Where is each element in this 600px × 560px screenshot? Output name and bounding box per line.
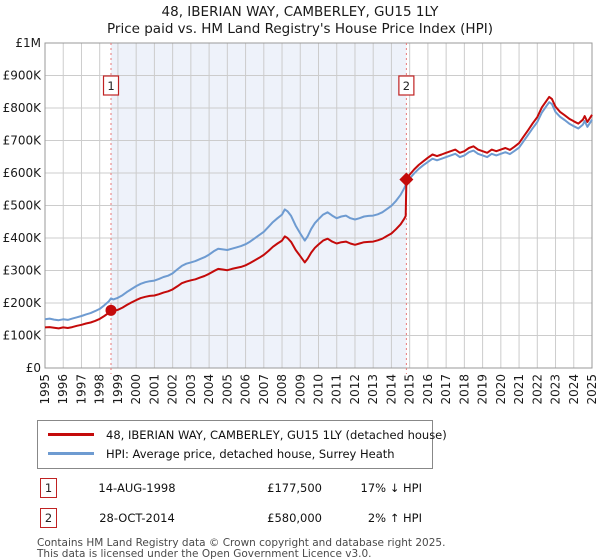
svg-text:£800K: £800K: [3, 101, 43, 115]
svg-text:2007: 2007: [257, 374, 271, 405]
sale-1-price: £177,500: [267, 481, 322, 495]
sale-1-vs-hpi: 17% ↓ HPI: [360, 481, 422, 495]
page-subtitle: Price paid vs. HM Land Registry's House …: [107, 21, 493, 37]
hpi-line-swatch: [48, 452, 94, 455]
svg-text:£500K: £500K: [3, 199, 43, 213]
chart-header: 48, IBERIAN WAY, CAMBERLEY, GU15 1LY Pri…: [0, 0, 600, 38]
footer-line-2: This data is licensed under the Open Gov…: [37, 548, 372, 560]
svg-text:2004: 2004: [202, 374, 216, 405]
legend-label-hpi: HPI: Average price, detached house, Surr…: [106, 446, 395, 461]
svg-text:£200K: £200K: [3, 296, 43, 310]
svg-text:£900K: £900K: [3, 69, 43, 83]
svg-text:1995: 1995: [38, 374, 52, 405]
page-title: 48, IBERIAN WAY, CAMBERLEY, GU15 1LY: [161, 4, 439, 20]
svg-text:2010: 2010: [312, 374, 326, 405]
svg-text:2022: 2022: [530, 374, 544, 405]
svg-text:2003: 2003: [184, 374, 198, 405]
svg-text:2019: 2019: [476, 374, 490, 405]
svg-text:2016: 2016: [421, 374, 435, 405]
svg-text:£400K: £400K: [3, 231, 43, 245]
svg-text:2008: 2008: [275, 374, 289, 405]
legend-label-property: 48, IBERIAN WAY, CAMBERLEY, GU15 1LY (de…: [106, 427, 447, 442]
svg-text:2: 2: [403, 79, 410, 93]
svg-text:1999: 1999: [111, 374, 125, 405]
svg-text:£300K: £300K: [3, 264, 43, 278]
sale-1-date: 14-AUG-1998: [98, 481, 176, 495]
sale-2-date: 28-OCT-2014: [99, 511, 175, 525]
svg-text:£100K: £100K: [3, 329, 43, 343]
svg-text:2024: 2024: [567, 374, 581, 405]
svg-text:2013: 2013: [366, 374, 380, 405]
property-line-swatch: [48, 433, 94, 436]
sale-2-marker-badge: 2: [40, 508, 57, 528]
svg-text:2012: 2012: [348, 374, 362, 405]
svg-text:2017: 2017: [439, 374, 453, 405]
svg-text:1: 1: [107, 79, 114, 93]
svg-text:2018: 2018: [457, 374, 471, 405]
svg-text:2015: 2015: [403, 374, 417, 405]
svg-text:2020: 2020: [494, 374, 508, 405]
price-chart: 1 2 £1M £900K £800K £700K £600K £500K £400K £300K…: [3, 38, 599, 405]
chart-legend: 48, IBERIAN WAY, CAMBERLEY, GU15 1LY (de…: [37, 420, 447, 469]
svg-text:2025: 2025: [585, 374, 599, 405]
svg-text:2001: 2001: [147, 374, 161, 405]
table-row: 2 28-OCT-2014 £580,000 2% ↑ HPI: [40, 508, 600, 528]
sale-2-price: £580,000: [267, 511, 322, 525]
svg-text:2006: 2006: [239, 374, 253, 405]
legend-item-hpi: HPI: Average price, detached house, Surr…: [48, 444, 426, 463]
license-footer: Contains HM Land Registry data © Crown c…: [37, 538, 600, 560]
sale-2-vs-hpi: 2% ↑ HPI: [367, 511, 422, 525]
svg-text:2005: 2005: [220, 374, 234, 405]
svg-text:1997: 1997: [74, 374, 88, 405]
svg-text:£1M: £1M: [15, 38, 41, 50]
svg-text:£700K: £700K: [3, 134, 43, 148]
svg-text:£0: £0: [26, 361, 41, 375]
legend-item-property: 48, IBERIAN WAY, CAMBERLEY, GU15 1LY (de…: [48, 425, 447, 444]
svg-text:2002: 2002: [166, 374, 180, 405]
footer-line-1: Contains HM Land Registry data © Crown c…: [37, 537, 446, 549]
svg-text:2023: 2023: [549, 374, 563, 405]
sale-1-marker-badge: 1: [40, 478, 57, 498]
svg-text:2011: 2011: [330, 374, 344, 405]
table-row: 1 14-AUG-1998 £177,500 17% ↓ HPI: [40, 478, 600, 498]
svg-text:2021: 2021: [512, 374, 526, 405]
sale-history-table: 1 14-AUG-1998 £177,500 17% ↓ HPI 2 28-OC…: [0, 478, 600, 528]
svg-text:1998: 1998: [93, 374, 107, 405]
svg-text:2009: 2009: [293, 374, 307, 405]
svg-text:£600K: £600K: [3, 166, 43, 180]
svg-text:2000: 2000: [129, 374, 143, 405]
svg-text:1996: 1996: [56, 374, 70, 405]
svg-text:2014: 2014: [384, 374, 398, 405]
